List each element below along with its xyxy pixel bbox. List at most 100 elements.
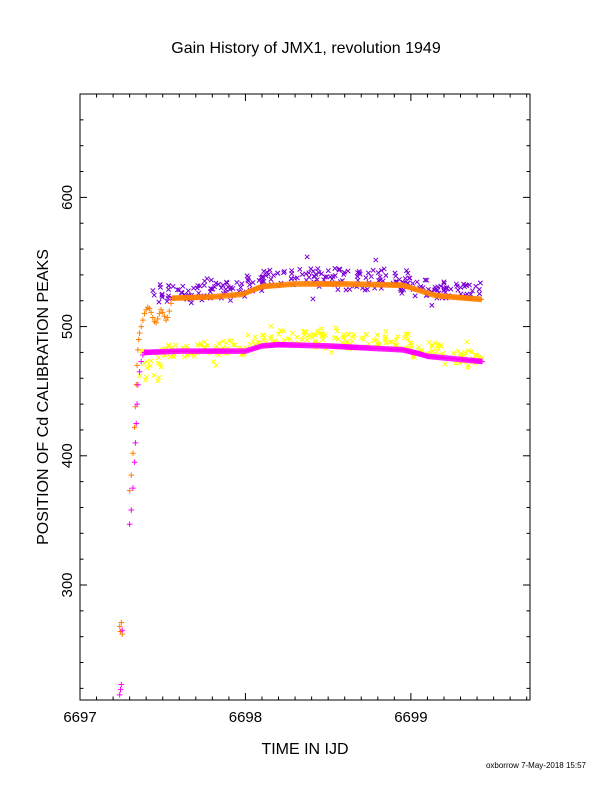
- data-point: [332, 335, 338, 341]
- data-point: [287, 336, 293, 342]
- data-point: [289, 268, 295, 274]
- data-point: [424, 277, 430, 283]
- data-point: [185, 288, 191, 294]
- data-point: [210, 359, 216, 365]
- x-tick-label: 6697: [63, 709, 96, 726]
- data-point: [148, 309, 154, 316]
- data-point: [155, 355, 161, 361]
- data-point: [119, 627, 125, 634]
- data-point: [334, 328, 340, 334]
- data-point: [204, 342, 210, 349]
- data-point: [135, 336, 142, 343]
- data-point: [408, 340, 414, 346]
- y-tick-label: 600: [59, 185, 76, 210]
- data-point: [151, 292, 157, 298]
- data-point: [132, 440, 139, 446]
- data-point: [154, 316, 161, 322]
- data-point: [268, 323, 274, 329]
- data-point: [136, 330, 143, 336]
- data-point: [301, 328, 307, 334]
- data-point: [450, 350, 456, 356]
- data-point: [264, 269, 270, 275]
- y-tick-label: 500: [59, 314, 76, 339]
- data-point: [159, 309, 166, 316]
- data-point: [405, 270, 411, 276]
- data-point: [306, 270, 312, 276]
- data-point: [166, 283, 172, 289]
- y-axis-ticks: [80, 93, 530, 689]
- data-point: [314, 328, 320, 334]
- data-point: [347, 286, 353, 292]
- data-point: [310, 296, 316, 302]
- data-point: [171, 354, 177, 360]
- data-point: [341, 271, 347, 278]
- data-point: [138, 358, 145, 365]
- y-tick-label: 400: [59, 443, 76, 468]
- data-point: [161, 313, 168, 320]
- data-point: [430, 348, 436, 354]
- data-point: [304, 254, 310, 260]
- data-point: [181, 354, 188, 360]
- data-point: [208, 277, 214, 283]
- data-point: [393, 337, 399, 343]
- data-point: [377, 274, 383, 280]
- data-point: [165, 286, 172, 292]
- data-point: [454, 283, 460, 289]
- footer-stamp: oxborrow 7-May-2018 15:57: [486, 761, 587, 770]
- data-point: [370, 267, 376, 273]
- data-point: [299, 271, 305, 277]
- x-tick-label: 6698: [229, 709, 262, 726]
- data-point: [259, 278, 265, 284]
- data-point: [227, 297, 234, 303]
- data-point: [153, 319, 159, 326]
- data-point: [476, 291, 483, 297]
- data-point: [383, 272, 389, 279]
- data-point: [117, 686, 124, 693]
- data-point: [333, 325, 339, 331]
- data-point: [438, 343, 444, 349]
- data-point: [473, 283, 479, 289]
- data-point: [315, 266, 321, 272]
- data-point: [478, 296, 485, 303]
- data-point: [245, 332, 251, 338]
- x-tick-label: 6699: [394, 709, 427, 726]
- chart-title: Gain History of JMX1, revolution 1949: [171, 40, 441, 57]
- data-point: [144, 359, 150, 365]
- data-point: [441, 280, 447, 286]
- data-point: [197, 283, 203, 289]
- data-point: [263, 273, 269, 279]
- data-point: [452, 360, 459, 366]
- data-point: [137, 373, 143, 379]
- data-point: [250, 279, 256, 285]
- data-point: [405, 332, 411, 338]
- data-point: [172, 342, 179, 348]
- data-point: [440, 350, 446, 356]
- data-point: [393, 273, 399, 279]
- data-point: [373, 257, 379, 263]
- data-point: [166, 293, 172, 299]
- data-point: [346, 332, 352, 338]
- data-point: [260, 332, 266, 339]
- data-point: [472, 352, 478, 358]
- data-point: [356, 268, 362, 274]
- data-point: [411, 354, 417, 360]
- data-point: [398, 287, 404, 293]
- data-point: [135, 347, 141, 353]
- data-point: [184, 352, 190, 358]
- data-point: [479, 358, 485, 365]
- data-point: [270, 272, 277, 278]
- data-point: [329, 349, 335, 356]
- data-point: [429, 302, 435, 308]
- data-point: [230, 285, 236, 291]
- data-point: [147, 363, 153, 369]
- data-point: [383, 328, 389, 335]
- data-point: [138, 323, 145, 330]
- data-point: [455, 287, 461, 293]
- data-point: [351, 332, 357, 338]
- data-point: [412, 293, 418, 299]
- data-point: [399, 290, 405, 296]
- data-point: [316, 270, 322, 276]
- data-point: [234, 279, 240, 286]
- data-point: [167, 354, 173, 360]
